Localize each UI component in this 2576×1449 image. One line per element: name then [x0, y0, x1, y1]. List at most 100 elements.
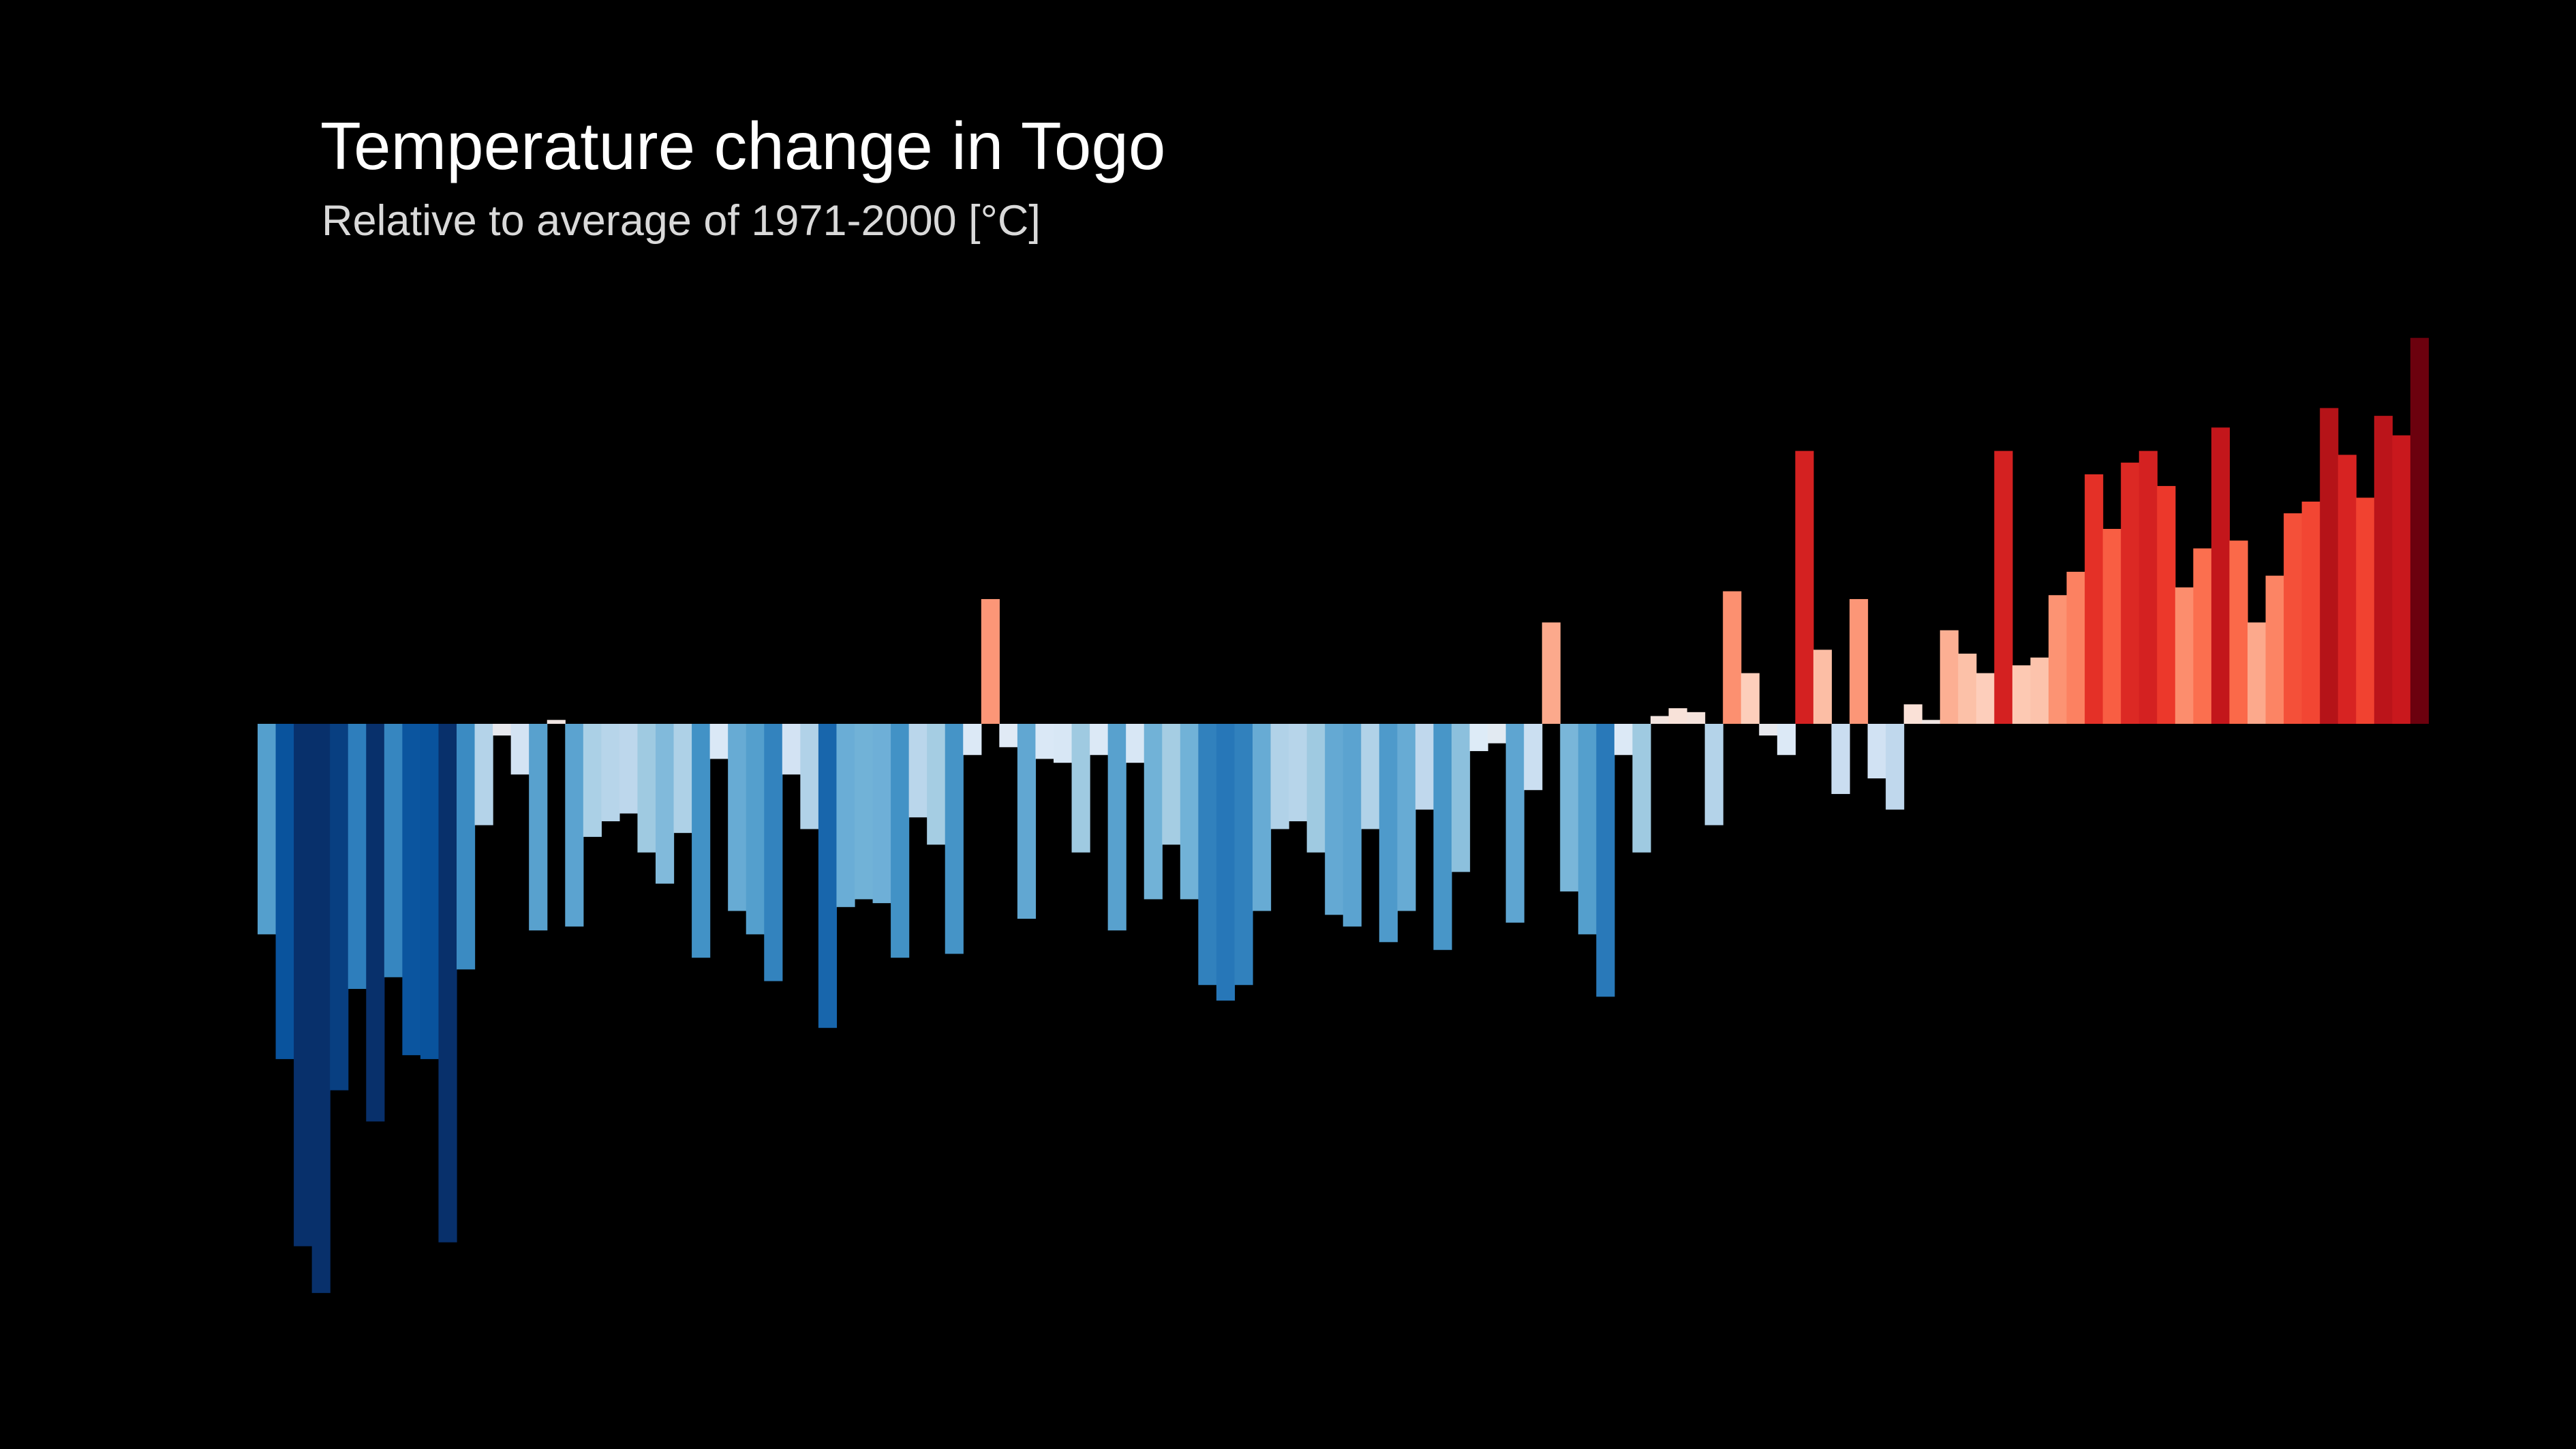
- bar-1996: [1976, 673, 1995, 724]
- bar-1998: [2012, 665, 2031, 724]
- bar-1911: [438, 724, 457, 1242]
- bar-1917: [547, 720, 566, 724]
- bar-1955: [1234, 724, 1253, 986]
- bar-1935: [872, 724, 891, 904]
- bar-1941: [981, 598, 1000, 724]
- bar-1909: [402, 724, 421, 1056]
- bar-1904: [311, 724, 331, 1294]
- bar-1968: [1469, 724, 1488, 752]
- bar-2010: [2229, 540, 2248, 724]
- bar-1953: [1198, 724, 1217, 986]
- bar-1934: [855, 724, 874, 900]
- bar-1995: [1958, 654, 1977, 724]
- bar-1901: [258, 724, 277, 934]
- bar-1984: [1759, 724, 1778, 736]
- bar-2008: [2193, 548, 2212, 724]
- bar-2013: [2284, 513, 2303, 724]
- bar-1987: [1813, 650, 1833, 724]
- bar-1942: [999, 724, 1018, 748]
- bar-2015: [2320, 408, 2339, 724]
- bar-1965: [1415, 724, 1435, 810]
- bar-2012: [2265, 575, 2284, 724]
- bar-1966: [1433, 724, 1452, 950]
- bar-1919: [583, 724, 602, 837]
- bar-1958: [1289, 724, 1308, 821]
- bar-1936: [891, 724, 910, 958]
- bar-2003: [2102, 529, 2121, 724]
- bar-2000: [2049, 595, 2068, 724]
- bar-1944: [1035, 724, 1054, 759]
- bar-1949: [1126, 724, 1145, 763]
- bar-1969: [1488, 724, 1507, 744]
- bar-1951: [1162, 724, 1181, 845]
- bar-1956: [1253, 724, 1272, 911]
- bar-1989: [1850, 598, 1869, 724]
- bar-1920: [601, 724, 620, 821]
- bar-1950: [1144, 724, 1163, 900]
- bar-2009: [2211, 427, 2230, 724]
- bar-1954: [1216, 724, 1236, 1001]
- bar-2002: [2085, 474, 2104, 724]
- bar-1971: [1524, 724, 1543, 791]
- bar-1925: [692, 724, 711, 958]
- bar-2011: [2248, 622, 2267, 724]
- bar-1980: [1687, 712, 1706, 724]
- bar-1943: [1017, 724, 1037, 919]
- chart-title: Temperature change in Togo: [320, 108, 1165, 183]
- bar-1910: [420, 724, 440, 1059]
- bar-1915: [510, 724, 530, 775]
- bar-1959: [1306, 724, 1325, 853]
- bar-2018: [2374, 416, 2393, 724]
- bar-1903: [294, 724, 313, 1247]
- bar-1985: [1777, 724, 1796, 755]
- bar-2005: [2138, 451, 2158, 724]
- bar-1921: [619, 724, 639, 814]
- bar-1972: [1542, 622, 1561, 724]
- bar-1930: [782, 724, 801, 775]
- chart-subtitle: Relative to average of 1971-2000 [°C]: [322, 197, 1041, 245]
- bar-1914: [493, 724, 512, 736]
- bar-1927: [728, 724, 747, 911]
- bar-1997: [1994, 451, 2013, 724]
- bar-1961: [1343, 724, 1362, 927]
- bar-2017: [2356, 498, 2375, 724]
- bar-1988: [1831, 724, 1850, 794]
- bar-1960: [1325, 724, 1344, 915]
- bar-1945: [1054, 724, 1073, 763]
- bar-1979: [1668, 708, 1687, 724]
- bar-1912: [457, 724, 476, 970]
- bar-1939: [945, 724, 964, 954]
- bar-1991: [1886, 724, 1905, 810]
- bar-1977: [1632, 724, 1651, 853]
- bar-1908: [384, 724, 403, 977]
- bar-1990: [1867, 724, 1886, 779]
- bar-1913: [474, 724, 493, 825]
- bar-1932: [818, 724, 838, 1028]
- bar-1926: [709, 724, 729, 759]
- bar-1902: [275, 724, 294, 1059]
- bar-1986: [1795, 451, 1814, 724]
- bar-1947: [1090, 724, 1109, 755]
- bar-1974: [1578, 724, 1597, 934]
- bar-2006: [2157, 486, 2176, 724]
- bar-1937: [908, 724, 927, 818]
- bar-1976: [1614, 724, 1634, 755]
- bar-1978: [1651, 716, 1670, 724]
- bar-1963: [1379, 724, 1398, 943]
- bar-1946: [1071, 724, 1090, 853]
- bar-1983: [1741, 673, 1760, 724]
- bar-1982: [1723, 591, 1742, 724]
- bar-1994: [1939, 630, 1959, 724]
- bars-group: [258, 337, 2429, 1294]
- bar-1993: [1922, 720, 1941, 724]
- bar-1918: [565, 724, 584, 927]
- bar-1923: [656, 724, 675, 884]
- bar-2004: [2121, 462, 2140, 724]
- bar-2020: [2410, 337, 2429, 724]
- bar-1962: [1361, 724, 1380, 829]
- bar-2016: [2337, 455, 2357, 724]
- bar-1967: [1452, 724, 1471, 872]
- bar-2001: [2066, 571, 2085, 724]
- bar-1922: [637, 724, 656, 853]
